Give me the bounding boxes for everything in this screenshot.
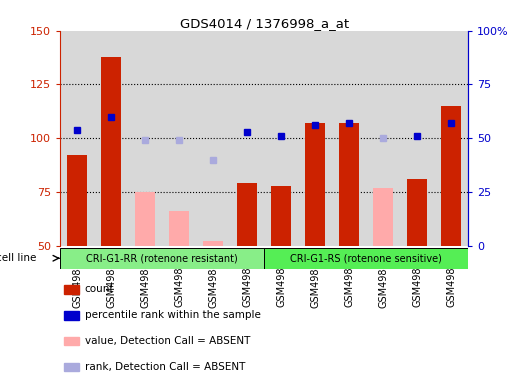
- Bar: [64, 337, 78, 346]
- Bar: [264, 248, 468, 269]
- Bar: [237, 184, 257, 246]
- Bar: [305, 123, 325, 246]
- Title: GDS4014 / 1376998_a_at: GDS4014 / 1376998_a_at: [179, 17, 349, 30]
- Bar: [441, 106, 461, 246]
- Bar: [400, 31, 434, 246]
- Bar: [264, 31, 298, 246]
- Text: value, Detection Call = ABSENT: value, Detection Call = ABSENT: [85, 336, 250, 346]
- Bar: [339, 123, 359, 246]
- Bar: [162, 31, 196, 246]
- Text: CRI-G1-RS (rotenone sensitive): CRI-G1-RS (rotenone sensitive): [290, 253, 442, 263]
- Bar: [196, 31, 230, 246]
- Bar: [271, 185, 291, 246]
- Bar: [60, 31, 94, 246]
- Bar: [94, 31, 128, 246]
- Text: cell line: cell line: [0, 253, 37, 263]
- Text: rank, Detection Call = ABSENT: rank, Detection Call = ABSENT: [85, 362, 245, 372]
- Bar: [128, 31, 162, 246]
- Text: percentile rank within the sample: percentile rank within the sample: [85, 310, 260, 320]
- Bar: [366, 31, 400, 246]
- Bar: [434, 31, 468, 246]
- Bar: [60, 248, 264, 269]
- Bar: [230, 31, 264, 246]
- Bar: [64, 285, 78, 294]
- Bar: [64, 311, 78, 319]
- Bar: [101, 56, 121, 246]
- Bar: [169, 211, 189, 246]
- Bar: [203, 242, 223, 246]
- Bar: [67, 156, 87, 246]
- Text: CRI-G1-RR (rotenone resistant): CRI-G1-RR (rotenone resistant): [86, 253, 238, 263]
- Bar: [407, 179, 427, 246]
- Bar: [64, 363, 78, 371]
- Bar: [373, 188, 393, 246]
- Bar: [298, 31, 332, 246]
- Text: count: count: [85, 285, 114, 295]
- Bar: [332, 31, 366, 246]
- Bar: [135, 192, 155, 246]
